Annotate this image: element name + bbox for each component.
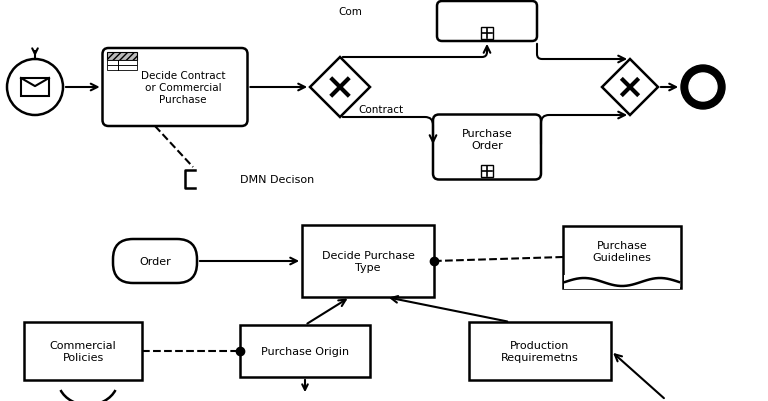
Bar (563, 227, 681, 288)
Bar (107, 61, 137, 66)
Text: Purchase Origin: Purchase Origin (261, 346, 349, 356)
FancyBboxPatch shape (437, 2, 537, 42)
Text: Purchase
Order: Purchase Order (462, 129, 512, 150)
Bar (469, 322, 611, 380)
Polygon shape (602, 60, 658, 116)
Text: Purchase
Guidelines: Purchase Guidelines (593, 241, 651, 262)
Text: Order: Order (139, 256, 170, 266)
Text: Decide Purchase
Type: Decide Purchase Type (322, 251, 415, 272)
FancyBboxPatch shape (113, 239, 197, 283)
Text: Decide Contract
or Commercial
Purchase: Decide Contract or Commercial Purchase (141, 71, 225, 104)
Text: Com: Com (338, 7, 362, 17)
FancyBboxPatch shape (433, 115, 541, 180)
Bar (302, 225, 434, 297)
Text: Commercial
Policies: Commercial Policies (50, 340, 117, 362)
Circle shape (689, 74, 717, 102)
Bar (481, 165, 493, 177)
Bar (564, 275, 680, 289)
Bar (481, 28, 493, 40)
Bar (107, 53, 137, 61)
Text: Production
Requiremetns: Production Requiremetns (502, 340, 579, 362)
Polygon shape (310, 58, 370, 118)
FancyBboxPatch shape (102, 49, 247, 127)
Text: Contract: Contract (358, 105, 403, 115)
Bar (21, 79, 49, 97)
Bar (107, 66, 137, 71)
Text: DMN Decison: DMN Decison (240, 174, 314, 184)
Bar (24, 322, 142, 380)
Circle shape (681, 66, 725, 110)
Bar (240, 325, 370, 377)
